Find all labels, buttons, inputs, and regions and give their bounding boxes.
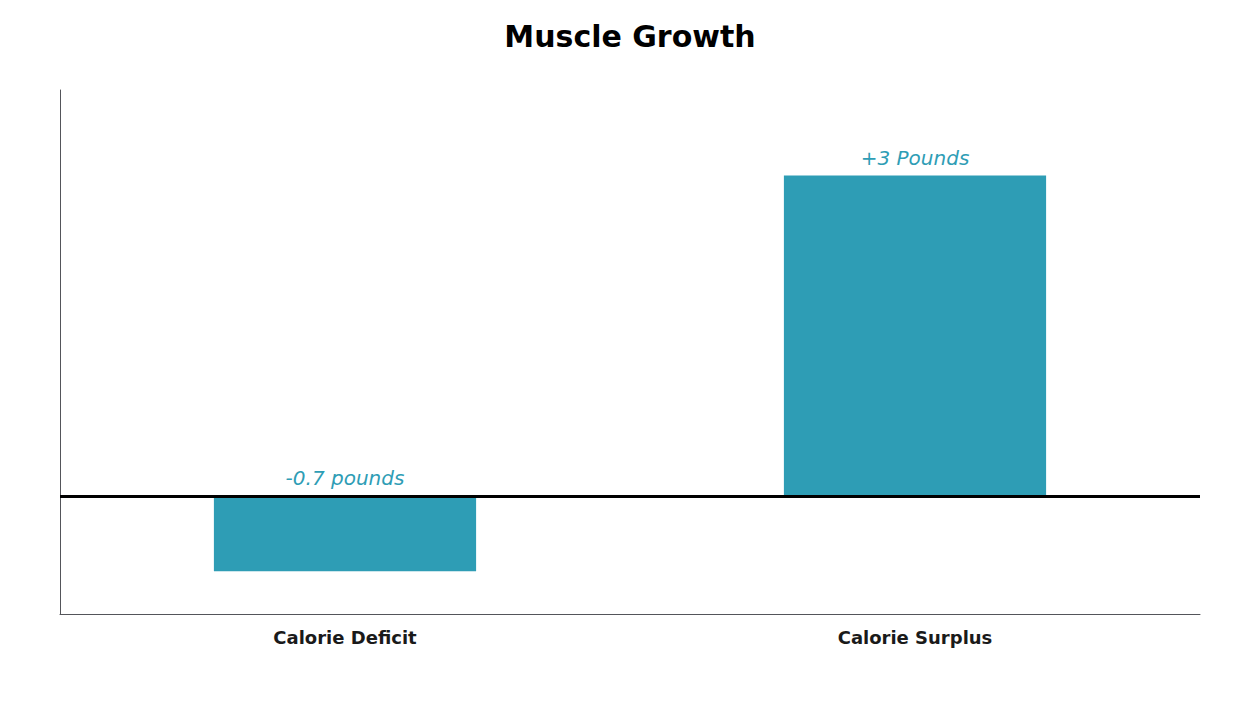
svg-text:Muscle Growth: Muscle Growth: [504, 19, 755, 54]
svg-text:+3 Pounds: +3 Pounds: [861, 146, 970, 170]
svg-text:-0.7 pounds: -0.7 pounds: [286, 466, 405, 490]
svg-text:Calorie Deficit: Calorie Deficit: [273, 627, 417, 648]
svg-text:Calorie Surplus: Calorie Surplus: [838, 627, 993, 648]
